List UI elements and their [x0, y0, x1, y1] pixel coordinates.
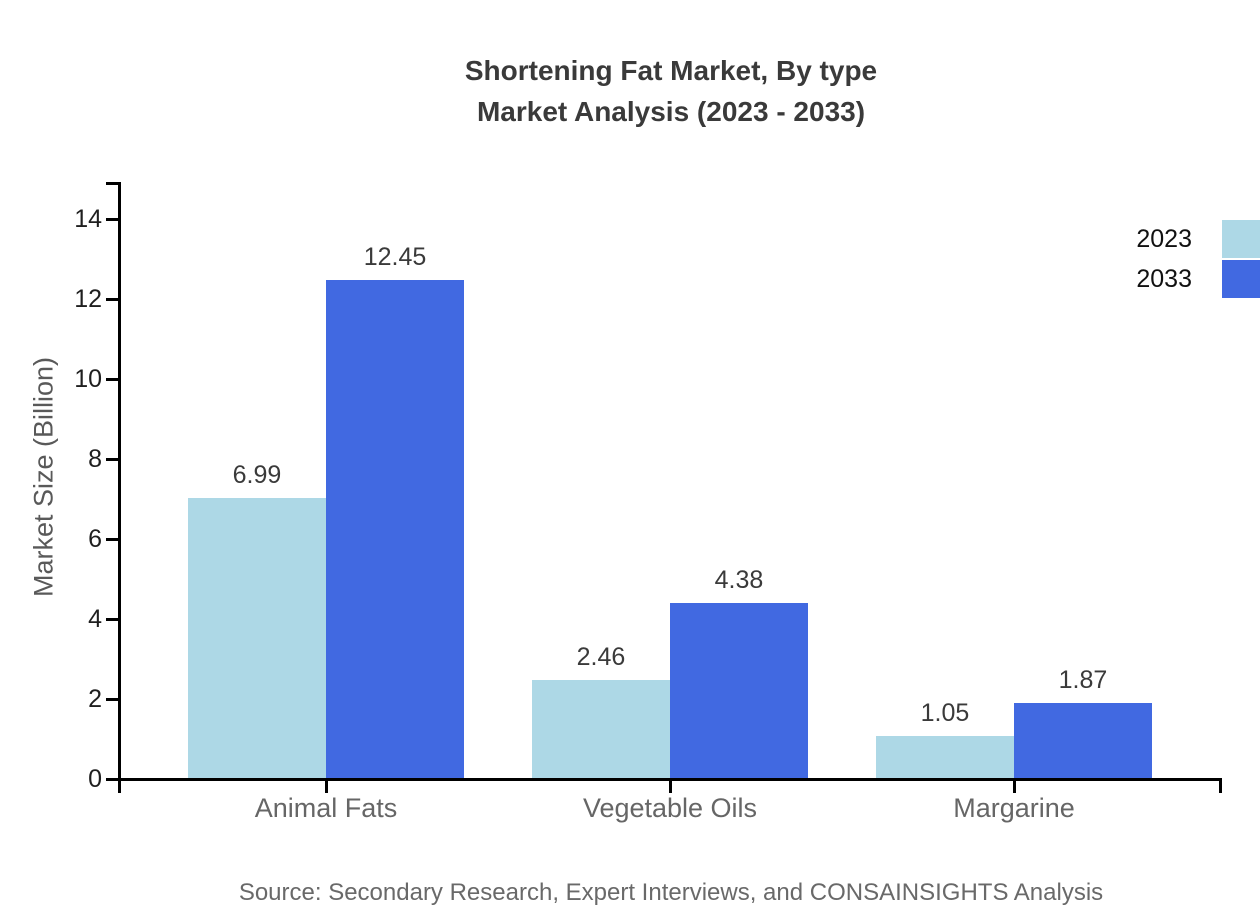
bar-2023-margarine	[876, 736, 1014, 778]
category-label-vegetable-oils: Vegetable Oils	[582, 793, 758, 823]
y-tick-label: 10	[74, 365, 102, 393]
bar-2023-vegetable-oils	[532, 680, 670, 778]
legend-label-2023: 2023	[1136, 225, 1192, 253]
chart-title: Shortening Fat Market, By type Market An…	[120, 50, 1222, 132]
y-tick	[106, 698, 118, 701]
y-tick-label: 4	[88, 605, 102, 633]
y-tick	[106, 298, 118, 301]
bar-value-label-2023-margarine: 1.05	[920, 699, 970, 727]
y-tick-label: 6	[88, 525, 102, 553]
y-tick	[106, 378, 118, 381]
y-tick-label: 2	[88, 685, 102, 713]
bar-2023-animal-fats	[188, 498, 326, 778]
y-tick	[106, 458, 118, 461]
y-axis-line	[118, 182, 121, 781]
x-axis-end-tick	[118, 781, 121, 793]
bar-2033-margarine	[1014, 703, 1152, 778]
chart-title-line2: Market Analysis (2023 - 2033)	[476, 96, 866, 127]
legend-swatch-2033	[1222, 260, 1260, 298]
x-tick	[1013, 781, 1016, 793]
bar-value-label-2023-animal-fats: 6.99	[232, 461, 282, 489]
source-text: Source: Secondary Research, Expert Inter…	[238, 879, 1104, 906]
chart-title-line1: Shortening Fat Market, By type	[464, 55, 878, 86]
x-axis-end-tick	[1219, 781, 1222, 793]
y-tick	[106, 618, 118, 621]
bar-value-label-2033-margarine: 1.87	[1058, 666, 1108, 694]
y-tick-label: 14	[74, 205, 102, 233]
y-tick	[106, 218, 118, 221]
bar-2033-animal-fats	[326, 280, 464, 778]
legend-label-2033: 2033	[1136, 265, 1192, 293]
bar-value-label-2033-vegetable-oils: 4.38	[714, 566, 764, 594]
bar-2033-vegetable-oils	[670, 603, 808, 778]
category-label-margarine: Margarine	[953, 793, 1075, 823]
y-tick-label: 8	[88, 445, 102, 473]
bar-value-label-2033-animal-fats: 12.45	[363, 243, 427, 271]
y-tick	[106, 538, 118, 541]
category-label-animal-fats: Animal Fats	[254, 793, 398, 823]
x-axis-line	[118, 778, 1222, 781]
x-tick	[669, 781, 672, 793]
y-tick-label: 0	[88, 765, 102, 793]
x-tick	[325, 781, 328, 793]
y-axis-end-tick	[106, 182, 118, 185]
bar-value-label-2023-vegetable-oils: 2.46	[576, 643, 626, 671]
legend-swatch-2023	[1222, 220, 1260, 258]
y-tick	[106, 778, 118, 781]
y-tick-label: 12	[74, 285, 102, 313]
